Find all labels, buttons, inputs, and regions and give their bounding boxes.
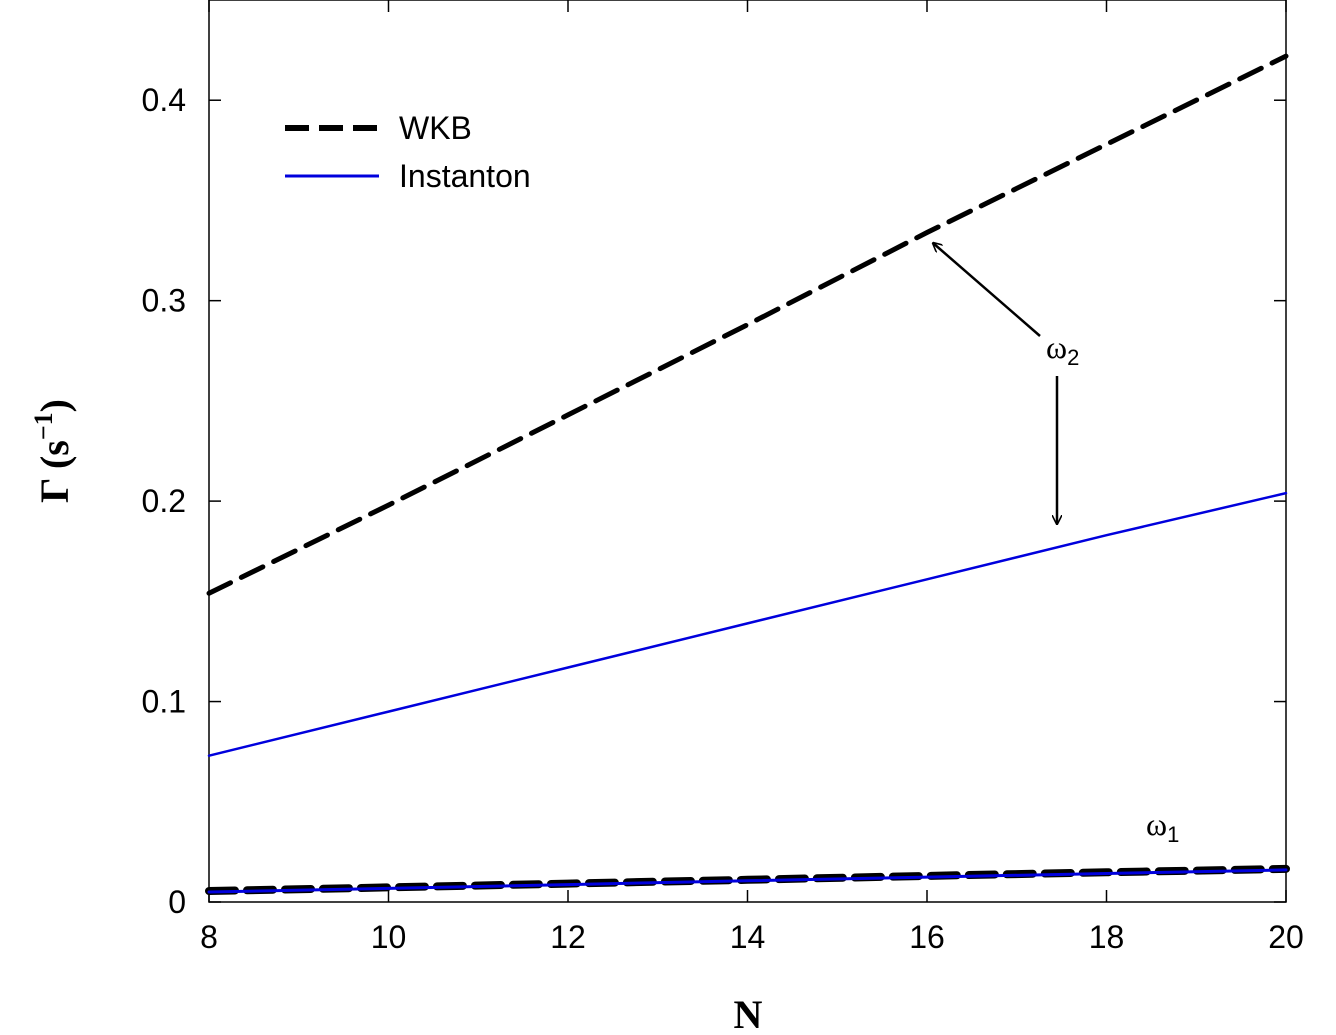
annotation-omega1-base: ω — [1146, 806, 1167, 842]
annotation-omega2-base: ω — [1046, 329, 1067, 365]
annotation-omega2-arrow-upper — [933, 243, 1041, 337]
x-tick-label: 12 — [550, 919, 586, 955]
y-axis-title: Γ (s−1) — [29, 399, 77, 503]
annotation-omega2: ω2 — [1046, 329, 1079, 370]
y-axis-title-close: ) — [32, 399, 77, 412]
y-tick-label: 0.2 — [142, 483, 186, 519]
legend-label-instanton: Instanton — [399, 158, 531, 194]
wkb-line-omega2 — [206, 53, 1289, 596]
legend: WKB Instanton — [285, 110, 531, 194]
y-axis-title-base: Γ (s — [32, 440, 77, 503]
ticks — [208, 0, 1287, 903]
series-lines — [205, 53, 1290, 895]
y-tick-label: 0 — [168, 884, 186, 920]
x-tick-label: 14 — [730, 919, 766, 955]
x-tick-label: 10 — [371, 919, 407, 955]
x-tick-labels: 8 10 12 14 16 18 20 — [200, 919, 1304, 955]
annotation-omega1-sub: 1 — [1167, 822, 1179, 847]
x-axis-title: N — [734, 992, 763, 1035]
y-tick-label: 0.3 — [142, 283, 186, 319]
y-tick-label: 0.1 — [142, 684, 186, 720]
instanton-line-omega2 — [207, 491, 1288, 757]
instanton-line-omega1 — [207, 868, 1288, 894]
x-tick-label: 16 — [909, 919, 945, 955]
legend-label-wkb: WKB — [399, 110, 472, 146]
annotation-omega1: ω1 — [1146, 806, 1179, 847]
y-tick-label: 0.4 — [142, 82, 186, 118]
annotation-omega2-sub: 2 — [1067, 345, 1079, 370]
x-tick-label: 20 — [1268, 919, 1304, 955]
y-axis-title-sup: −1 — [29, 412, 58, 440]
x-tick-label: 18 — [1089, 919, 1125, 955]
x-tick-label: 8 — [200, 919, 218, 955]
annotations: ω2 ω1 — [933, 243, 1179, 847]
y-tick-labels: 0 0.1 0.2 0.3 0.4 — [142, 82, 186, 920]
